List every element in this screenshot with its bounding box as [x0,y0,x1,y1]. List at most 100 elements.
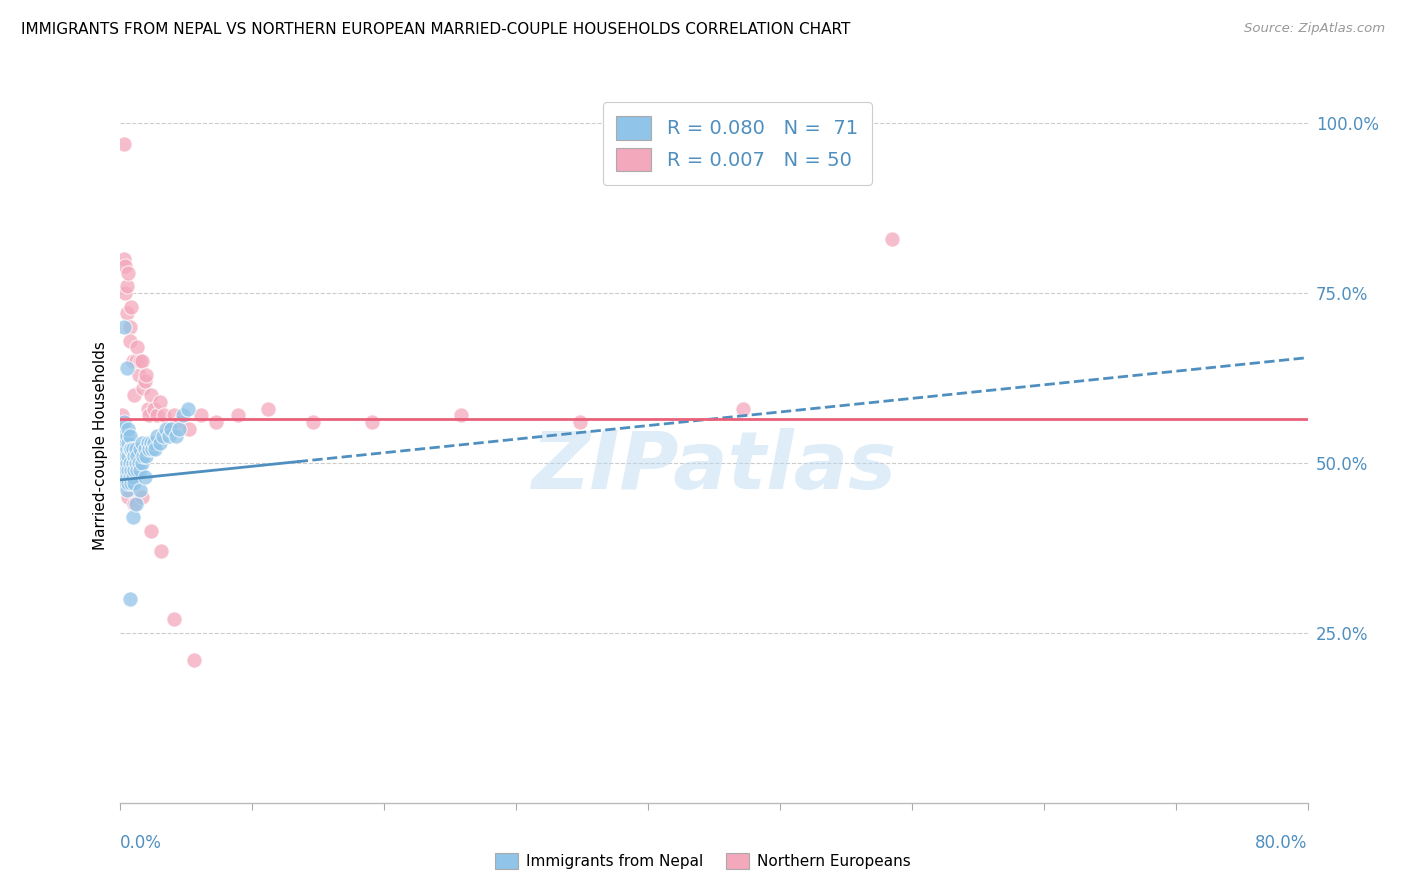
Point [115,360,138,375]
Legend: Immigrants from Nepal, Northern Europeans: Immigrants from Nepal, Northern European… [489,847,917,875]
Point [125,442,148,457]
Point [733,401,755,416]
Point [142,401,165,416]
Point [111,422,134,436]
Point [160,422,183,436]
Point [122,510,145,524]
Point [122,354,145,368]
Point [112,415,135,429]
Point [111,449,134,463]
Point [257,401,280,416]
Point [112,456,135,470]
Point [190,409,212,423]
Point [122,456,145,470]
Point [135,368,157,382]
Point [120,476,142,491]
Point [124,388,146,402]
Point [110,456,132,470]
Point [134,375,156,389]
Point [118,469,141,483]
Point [131,435,153,450]
Point [117,476,139,491]
Point [127,449,149,463]
Point [132,449,155,463]
Point [568,415,591,429]
Point [114,259,136,273]
Point [115,456,138,470]
Point [145,429,167,443]
Point [120,442,142,457]
Point [112,469,135,483]
Point [183,653,205,667]
Point [112,442,135,457]
Point [112,252,135,266]
Point [114,286,136,301]
Point [115,279,138,293]
Point [115,442,138,457]
Point [124,497,146,511]
Point [135,449,157,463]
Point [142,435,165,450]
Text: Source: ZipAtlas.com: Source: ZipAtlas.com [1244,22,1385,36]
Point [157,422,180,436]
Point [115,469,138,483]
Point [117,266,139,280]
Point [114,476,136,491]
Point [136,435,159,450]
Point [131,456,153,470]
Point [120,300,142,314]
Point [163,612,186,626]
Point [117,463,139,477]
Point [134,442,156,457]
Point [125,354,148,368]
Point [132,381,155,395]
Point [131,490,153,504]
Point [149,394,172,409]
Text: ZIPatlas: ZIPatlas [531,428,896,507]
Point [112,320,135,334]
Point [118,429,141,443]
Point [228,409,250,423]
Point [114,449,136,463]
Point [111,409,134,423]
Point [129,483,152,498]
Point [138,409,160,423]
Point [169,415,191,429]
Point [122,442,145,457]
Point [129,442,152,457]
Legend: R = 0.080   N =  71, R = 0.007   N = 50: R = 0.080 N = 71, R = 0.007 N = 50 [603,103,872,185]
Point [361,415,384,429]
Point [114,463,136,477]
Point [150,544,173,558]
Point [157,429,180,443]
Y-axis label: Married-couple Households: Married-couple Households [93,342,108,550]
Text: 0.0%: 0.0% [120,834,162,852]
Point [114,435,136,450]
Point [122,469,145,483]
Point [155,422,177,436]
Point [450,409,472,423]
Point [301,415,323,429]
Point [153,409,176,423]
Point [136,401,159,416]
Point [131,354,153,368]
Point [129,463,152,477]
Point [115,306,138,320]
Point [205,415,228,429]
Point [112,429,135,443]
Point [129,354,152,368]
Point [124,449,146,463]
Point [145,409,167,423]
Point [179,422,201,436]
Point [139,388,162,402]
Point [149,435,172,450]
Point [139,435,162,450]
Point [120,463,142,477]
Point [177,401,200,416]
Point [880,232,903,246]
Point [138,442,160,457]
Point [115,429,138,443]
Point [118,442,141,457]
Point [128,456,150,470]
Point [124,476,146,491]
